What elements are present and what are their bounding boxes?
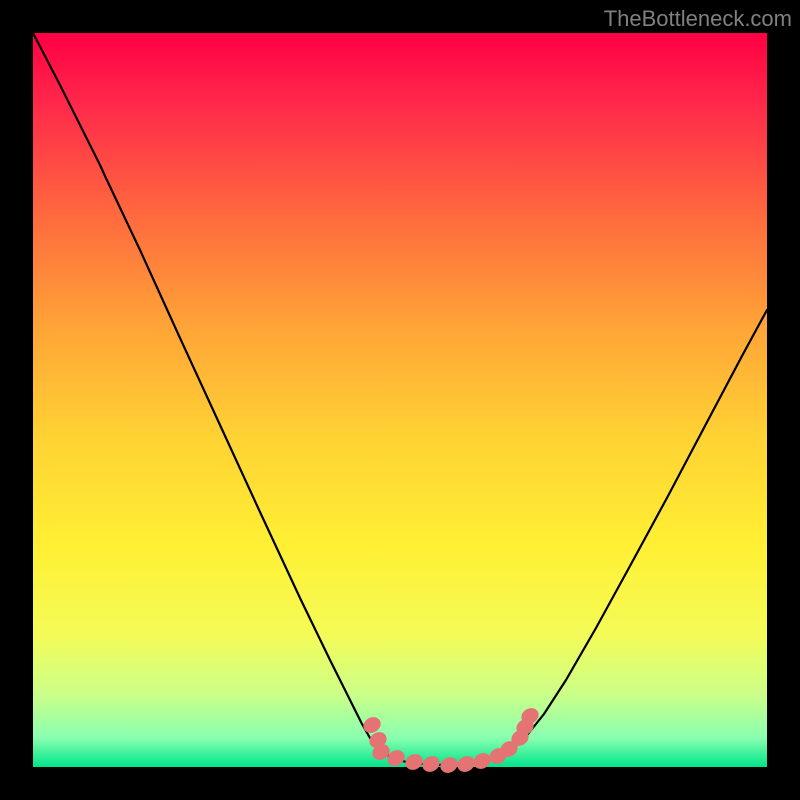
chart-svg <box>0 0 800 800</box>
v-curve <box>33 33 767 765</box>
marker-dot <box>437 754 460 776</box>
marker-dot <box>419 753 442 775</box>
marker-dot <box>470 750 493 772</box>
marker-dot <box>402 751 425 773</box>
bottom-markers <box>360 705 541 776</box>
